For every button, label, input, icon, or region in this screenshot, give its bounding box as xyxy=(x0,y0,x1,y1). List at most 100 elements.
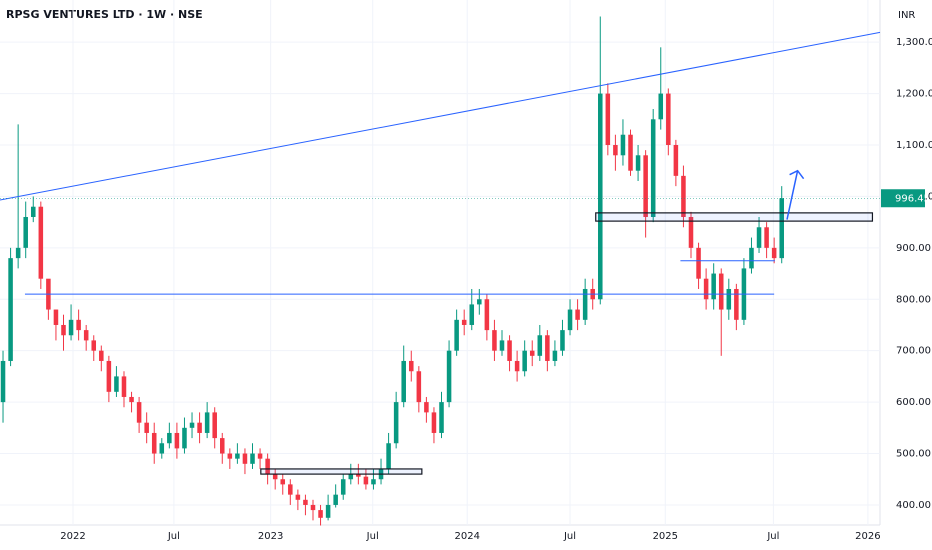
candle-body xyxy=(151,432,157,454)
candle-body xyxy=(545,335,550,361)
y-tick-label: 1,100.00 xyxy=(896,140,932,151)
candle-body xyxy=(272,474,278,480)
candle-body xyxy=(507,340,512,361)
candle-body xyxy=(439,402,444,433)
candle-body xyxy=(454,319,459,351)
candle-body xyxy=(15,247,21,259)
y-tick-label: 1,300.00 xyxy=(896,37,932,48)
currency-label: INR xyxy=(898,10,915,21)
x-tick-label: 2024 xyxy=(454,531,479,542)
candle-body xyxy=(295,494,301,500)
candle-body xyxy=(386,443,391,469)
candle-body xyxy=(280,479,286,485)
candle-body xyxy=(658,93,664,120)
candle-body xyxy=(514,360,520,372)
x-tick-label: Jul xyxy=(766,531,779,542)
candle-body xyxy=(522,350,527,372)
candle-body xyxy=(189,422,195,428)
candle-body xyxy=(227,453,233,459)
candle-body xyxy=(424,402,429,413)
candle-body xyxy=(575,309,580,320)
y-tick-label: 500.00 xyxy=(896,449,931,460)
candle-body xyxy=(537,335,543,356)
candle-body xyxy=(91,340,97,351)
candle-body xyxy=(598,93,603,300)
last-price-label: 996.45 xyxy=(895,193,930,204)
candle-body xyxy=(333,494,338,505)
y-tick-label: 800.00 xyxy=(896,294,931,305)
candle-body xyxy=(250,453,255,464)
candle-body xyxy=(0,360,6,403)
candle-body xyxy=(469,304,475,325)
candle-body xyxy=(340,479,346,495)
candle-body xyxy=(167,432,172,444)
arrow xyxy=(786,169,805,220)
x-tick-label: 2026 xyxy=(855,531,880,542)
candle-body xyxy=(76,319,81,331)
candle-body xyxy=(673,145,679,176)
y-tick-label: 900.00 xyxy=(896,243,931,254)
candle-body xyxy=(23,216,28,248)
candle-body xyxy=(696,247,701,279)
candle-body xyxy=(68,319,74,336)
candle-body xyxy=(749,247,754,269)
candle-body xyxy=(38,206,44,279)
candle-body xyxy=(552,350,558,361)
candle-body xyxy=(643,155,648,217)
candle-body xyxy=(235,453,240,459)
candle-body xyxy=(718,273,724,310)
candle-body xyxy=(310,504,316,511)
candle-body xyxy=(363,476,369,485)
candle-body xyxy=(681,175,686,217)
candle-body xyxy=(734,288,739,320)
y-tick-label: 1,200.00 xyxy=(896,89,932,100)
candle-body xyxy=(666,93,671,146)
candle-body xyxy=(220,438,225,454)
candle-body xyxy=(628,134,633,171)
candle-body xyxy=(688,216,694,248)
candle-body xyxy=(499,340,505,351)
candle-body xyxy=(106,360,112,392)
candle-body xyxy=(431,412,437,433)
candle-body xyxy=(371,479,376,485)
x-tick-label: 2025 xyxy=(653,531,678,542)
candle-body xyxy=(129,396,134,403)
candle-body xyxy=(703,278,709,300)
x-tick-label: 2023 xyxy=(258,531,283,542)
candle-body xyxy=(144,422,149,433)
candle-body xyxy=(204,412,210,433)
candle-body xyxy=(764,227,769,248)
candle-body xyxy=(635,155,641,171)
candle-body xyxy=(529,350,535,356)
x-tick-label: Jul xyxy=(167,531,180,542)
candle-body xyxy=(461,319,467,325)
candle-body xyxy=(174,432,180,449)
candle-body xyxy=(53,309,59,325)
candle-body xyxy=(492,330,497,351)
candle-body xyxy=(393,402,399,444)
zone-box xyxy=(595,212,874,222)
candle-body xyxy=(401,360,406,403)
candle-body xyxy=(613,145,618,156)
y-tick-label: 400.00 xyxy=(896,500,931,511)
candle-body xyxy=(409,360,414,372)
trend-line xyxy=(0,31,881,201)
chart-title: RPSG VENTURES LTD · 1W · NSE xyxy=(6,8,203,21)
candle-body xyxy=(348,474,354,480)
candle-body xyxy=(771,247,777,259)
candle-body xyxy=(711,273,716,300)
candle-body xyxy=(114,376,119,392)
candle-body xyxy=(582,288,588,320)
candle-body xyxy=(356,474,361,477)
candle-body xyxy=(567,309,573,331)
x-tick-label: Jul xyxy=(366,531,379,542)
candle-body xyxy=(560,330,565,351)
candle-body xyxy=(197,422,202,433)
candle-body xyxy=(416,371,422,403)
candle-body xyxy=(121,376,127,397)
candle-body xyxy=(650,119,656,217)
candle-body xyxy=(159,443,165,454)
candle-body xyxy=(8,258,13,361)
